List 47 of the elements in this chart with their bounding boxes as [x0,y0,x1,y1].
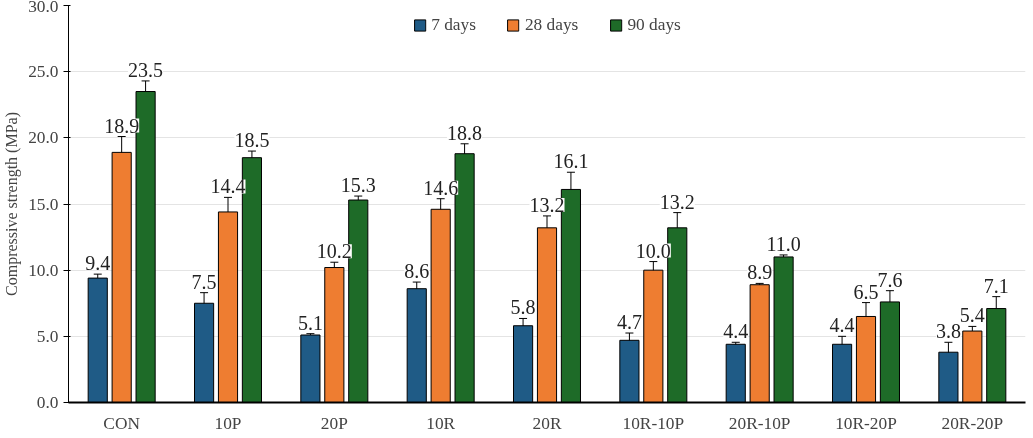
data-label: 13.2 [529,193,565,216]
data-label: 6.5 [853,280,879,303]
data-label: 10.2 [316,240,352,263]
data-label: 14.4 [210,175,246,198]
legend-label: 28 days [524,15,579,35]
x-tick-label: 20R [532,413,562,433]
y-tick-label: 30.0 [28,0,59,16]
data-label: 7.5 [191,270,217,293]
data-label: 8.9 [747,261,773,284]
data-label: 18.9 [104,114,140,137]
x-tick-label: 20R-10P [728,413,791,433]
data-label: 4.4 [723,320,749,343]
y-tick-label: 15.0 [28,194,59,214]
y-axis-title: Compressive strength (MPa) [3,112,22,296]
legend-label: 90 days [627,15,681,35]
legend-label: 7 days [431,15,476,35]
data-label: 23.5 [128,58,164,81]
x-tick-label: 20R-20P [941,413,1004,433]
data-label: 5.1 [297,311,323,334]
y-tick-label: 25.0 [28,62,59,82]
y-tick-label: 5.0 [36,326,59,346]
data-label: 18.5 [234,129,270,152]
data-label: 4.4 [829,314,855,337]
y-tick-label: 0.0 [36,393,59,412]
x-tick-label: 20P [320,413,348,433]
data-label: 11.0 [766,232,801,255]
y-tick-label: 10.0 [28,260,59,280]
data-label: 5.8 [510,296,536,319]
x-tick-label: 10R [426,413,456,433]
data-label: 9.4 [85,252,111,275]
data-label: 13.2 [659,190,695,213]
data-label: 15.3 [340,174,376,197]
data-label: 7.1 [983,274,1009,297]
x-tick-label: 10R-20P [835,413,897,433]
x-tick-label: CON [103,413,141,433]
data-label: 14.6 [423,176,459,199]
data-label: 18.8 [447,121,483,144]
data-label: 16.1 [553,150,589,173]
y-tick-label: 20.0 [28,128,59,148]
data-label: 5.4 [959,304,985,327]
data-label: 7.6 [877,268,903,291]
x-tick-label: 10P [214,413,242,433]
data-label: 8.6 [404,260,430,283]
data-label: 4.7 [616,311,642,334]
data-label: 3.8 [935,320,961,343]
data-label: 10.0 [635,239,671,262]
x-tick-label: 10R-10P [622,413,685,433]
